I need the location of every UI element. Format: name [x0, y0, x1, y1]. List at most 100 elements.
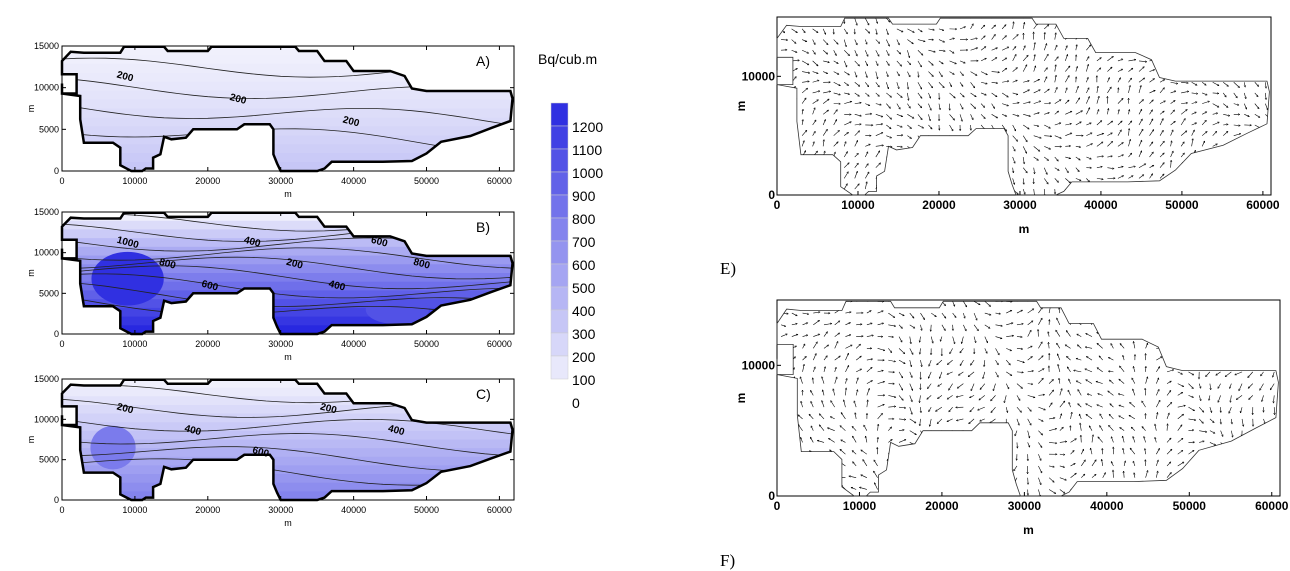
vector-arrow: [917, 28, 923, 33]
vector-arrow: [1212, 301, 1221, 304]
vector-arrow: [801, 130, 808, 136]
vector-arrowhead: [1051, 379, 1054, 382]
vector-arrow: [821, 376, 825, 384]
vector-arrow: [928, 146, 933, 151]
vector-arrow: [833, 171, 838, 179]
vector-arrow: [801, 49, 809, 54]
vector-arrow: [980, 146, 986, 153]
vector-arrow: [1241, 477, 1247, 481]
vector-arrow: [1215, 371, 1221, 376]
vector-arrow: [1244, 18, 1252, 23]
vector-arrowhead: [1199, 386, 1202, 389]
vector-arrowhead: [1215, 340, 1218, 343]
vector-arrowhead: [932, 481, 935, 484]
vector-arrowhead: [1014, 433, 1017, 437]
vector-arrowhead: [1214, 312, 1217, 316]
vector-arrow: [959, 178, 965, 181]
vector-arrowhead: [804, 39, 808, 43]
vector-arrow: [822, 389, 825, 396]
vector-arrowhead: [996, 362, 999, 366]
vector-arrowhead: [1107, 357, 1111, 360]
vector-arrow: [1078, 413, 1082, 420]
vector-arrowhead: [1233, 467, 1236, 471]
vector-arrowhead: [844, 44, 847, 48]
x-tick-label: 30000: [1003, 198, 1037, 212]
vector-arrow: [860, 449, 868, 455]
x-tick-label: 60000: [487, 176, 512, 186]
vector-arrow: [1128, 67, 1134, 72]
vector-arrow: [1166, 423, 1168, 431]
vector-arrowhead: [1089, 122, 1092, 125]
contour-band: [62, 307, 513, 318]
vector-arrow: [886, 470, 889, 478]
vector-arrow: [1065, 330, 1071, 337]
vector-arrow: [828, 464, 835, 467]
vector-arrowhead: [818, 90, 821, 93]
vector-arrowhead: [1087, 87, 1090, 90]
vector-arrowhead: [813, 52, 816, 55]
vector-arrowhead: [781, 140, 784, 144]
vector-arrowhead: [853, 32, 856, 35]
vector-arrow: [1265, 155, 1270, 158]
vector-arrowhead: [1110, 66, 1113, 69]
vector-arrow: [1252, 465, 1260, 470]
vector-arrow: [1273, 418, 1276, 426]
vector-arrowhead: [783, 378, 786, 381]
vector-arrowhead: [847, 73, 850, 76]
vector-arrowhead: [1103, 472, 1106, 475]
vector-arrow: [865, 163, 869, 168]
vector-arrowhead: [928, 446, 931, 450]
vector-arrow: [1177, 336, 1183, 342]
vector-arrowhead: [858, 343, 861, 346]
vector-arrow: [928, 167, 936, 171]
x-tick-label: 20000: [195, 339, 220, 349]
vector-arrowhead: [795, 50, 798, 53]
vector-arrow: [813, 319, 820, 326]
vector-arrow: [984, 336, 988, 343]
y-axis-label: m: [26, 105, 36, 113]
vector-arrowhead: [802, 139, 805, 143]
vector-arrow: [1247, 383, 1254, 389]
vector-arrow: [877, 413, 883, 420]
vector-arrowhead: [850, 301, 853, 303]
vector-arrowhead: [1045, 42, 1048, 46]
vector-arrow: [875, 92, 880, 97]
vector-arrow: [801, 140, 805, 147]
vector-arrow: [928, 28, 935, 31]
vector-arrow: [1217, 395, 1221, 403]
x-tick-label: 10000: [843, 499, 877, 513]
vector-arrowhead: [1101, 132, 1105, 135]
contour-line: [62, 433, 513, 457]
vector-arrowhead: [889, 136, 893, 139]
vector-arrowhead: [952, 148, 956, 152]
vector-arrowhead: [936, 396, 940, 400]
vector-arrow: [813, 366, 816, 372]
vector-arrow: [1033, 112, 1040, 115]
vector-arrow: [844, 50, 850, 56]
vector-arrow: [1180, 50, 1187, 56]
vector-arrow: [1128, 414, 1136, 420]
contour-label: 400: [387, 423, 406, 438]
vector-arrow: [1254, 114, 1261, 118]
vector-arrow: [981, 477, 986, 484]
vector-arrow: [1075, 23, 1081, 30]
vector-arrowhead: [844, 140, 847, 144]
vector-arrow: [1159, 130, 1164, 136]
vector-arrow: [1149, 185, 1156, 190]
vector-arrowhead: [937, 433, 940, 437]
vector-arrow: [1096, 166, 1103, 169]
vector-arrowhead: [1213, 489, 1217, 492]
vector-arrowhead: [1099, 424, 1102, 428]
vector-arrow: [1241, 418, 1244, 427]
vector-arrowhead: [934, 314, 937, 318]
vector-arrow: [812, 174, 818, 179]
vector-arrowhead: [1086, 307, 1090, 310]
vector-arrowhead: [823, 118, 826, 122]
vector-arrow: [1156, 366, 1161, 373]
vector-arrow: [1177, 359, 1183, 366]
vector-arrow: [938, 135, 943, 140]
vector-arrow: [1159, 185, 1168, 190]
vector-arrowhead: [1230, 422, 1233, 425]
vector-arrowhead: [877, 41, 881, 44]
x-tick-label: 60000: [1246, 198, 1280, 212]
